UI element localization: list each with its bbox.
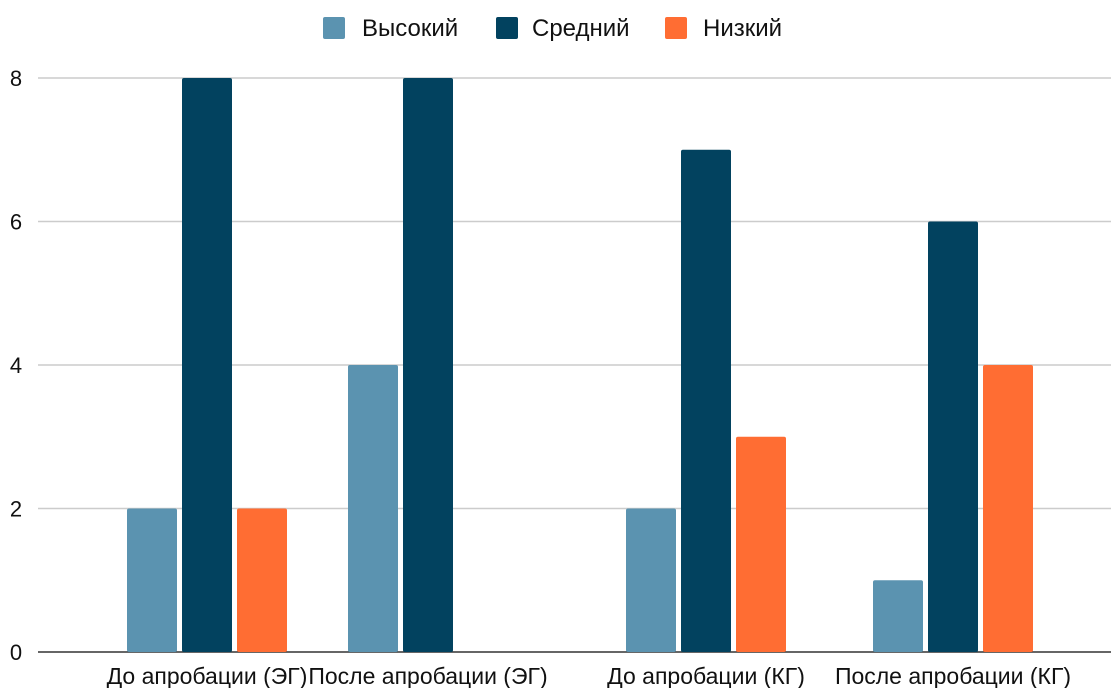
- y-tick-label: 8: [10, 66, 22, 91]
- bar: [127, 508, 177, 652]
- bar: [681, 149, 731, 652]
- x-category-label: До апробации (ЭГ): [107, 663, 308, 688]
- legend: Высокий Средний Низкий: [323, 15, 782, 42]
- bar: [237, 508, 287, 652]
- bars: [127, 78, 1033, 652]
- legend-swatch: [496, 17, 518, 39]
- bar: [873, 580, 923, 652]
- x-category-label: До апробации (КГ): [607, 663, 805, 688]
- x-category-label: После апробации (ЭГ): [308, 663, 547, 688]
- x-category-label: После апробации (КГ): [835, 663, 1071, 688]
- y-tick-label: 0: [10, 640, 22, 665]
- legend-label: Низкий: [703, 15, 782, 42]
- y-tick-label: 6: [10, 210, 22, 235]
- bar: [736, 436, 786, 652]
- legend-swatch: [665, 17, 687, 39]
- legend-swatch: [323, 17, 345, 39]
- bar: [928, 221, 978, 652]
- bar: [626, 508, 676, 652]
- y-axis: 0 2 4 6 8: [10, 66, 22, 665]
- bar: [403, 78, 453, 652]
- bar: [983, 365, 1033, 652]
- y-tick-label: 2: [10, 497, 22, 522]
- bar: [348, 365, 398, 652]
- y-tick-label: 4: [10, 353, 22, 378]
- bar: [182, 78, 232, 652]
- legend-label: Средний: [532, 15, 630, 42]
- legend-label: Высокий: [362, 15, 458, 42]
- x-axis: До апробации (ЭГ) После апробации (ЭГ) До …: [107, 663, 1071, 688]
